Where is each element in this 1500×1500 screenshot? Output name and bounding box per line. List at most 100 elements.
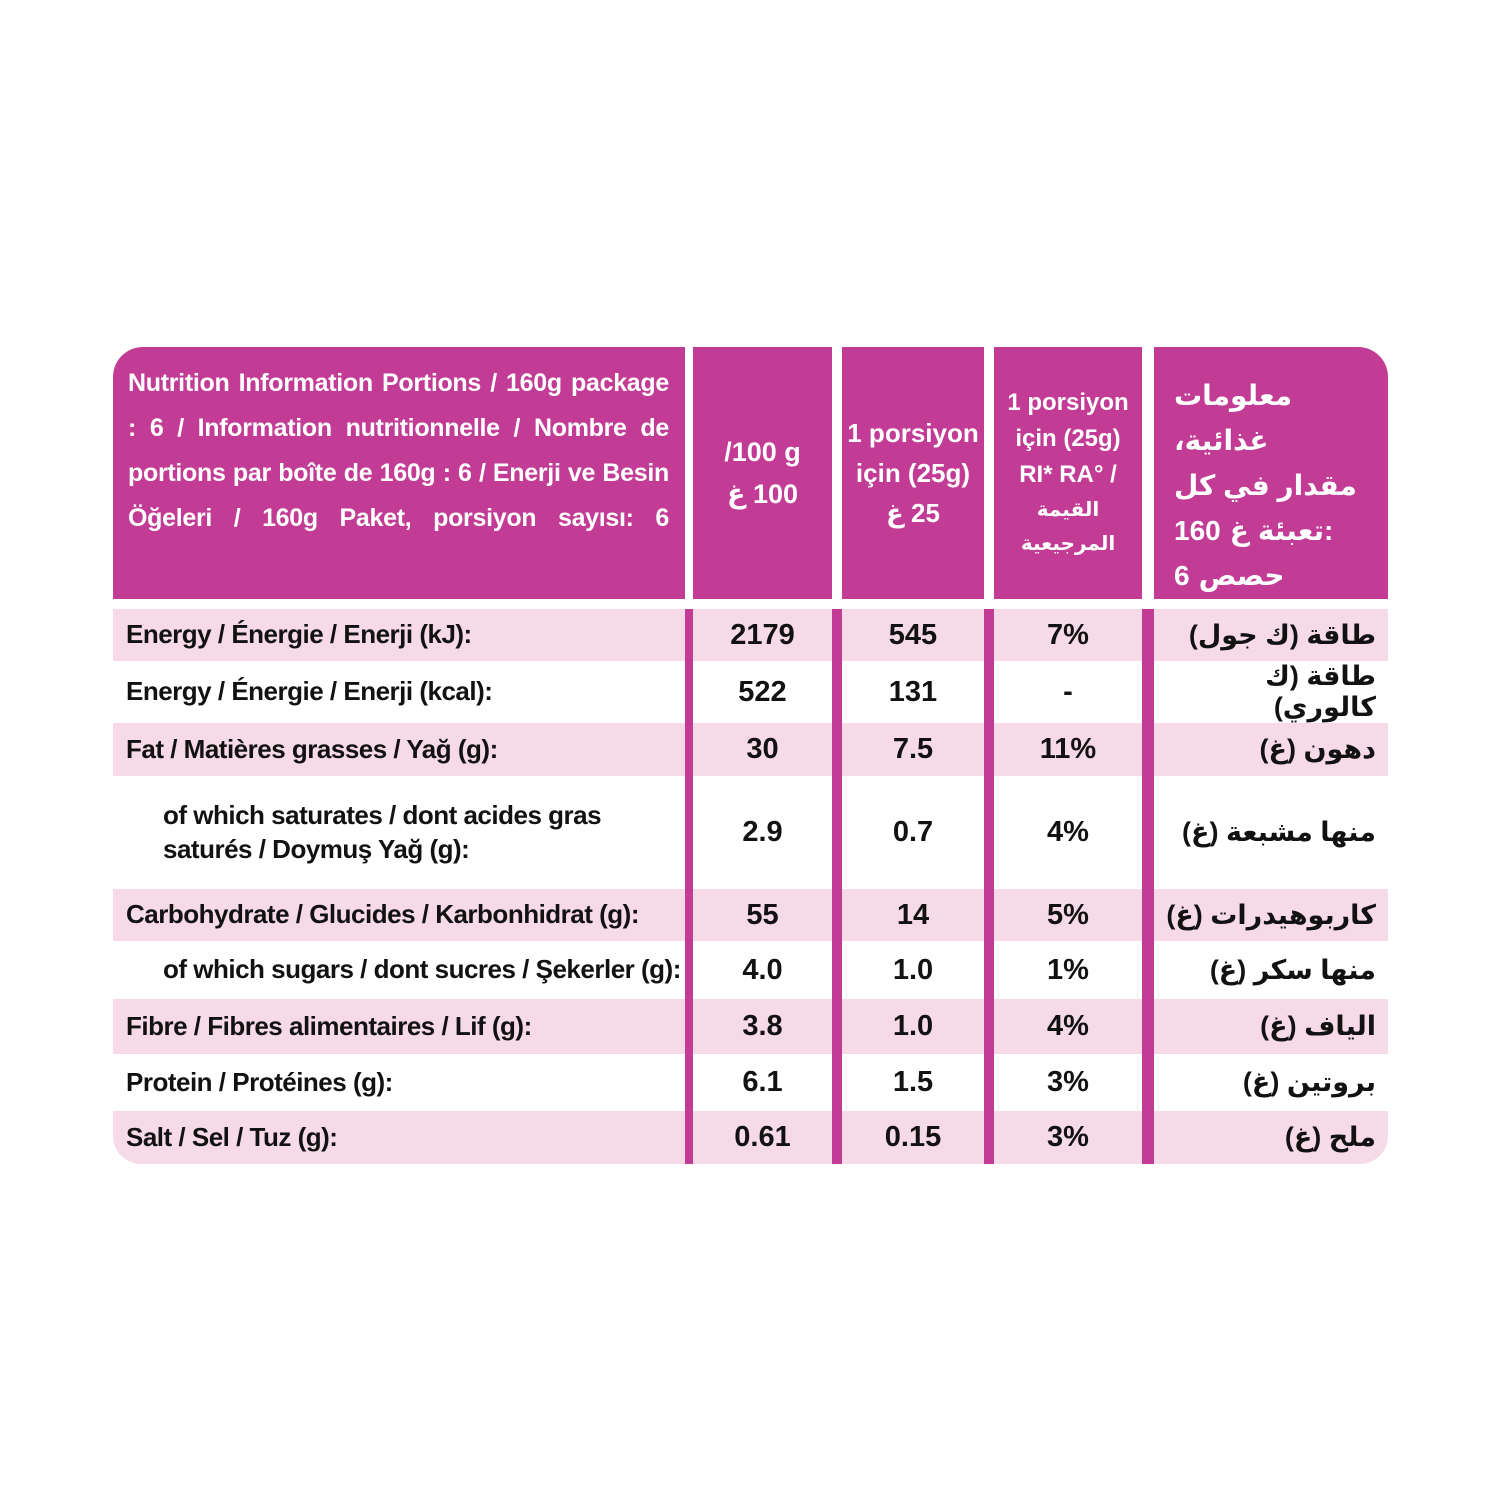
column-divider	[832, 1111, 842, 1164]
column-divider	[984, 723, 994, 776]
header-per-100g-line: /100 g	[724, 437, 801, 467]
nutrient-label: of which sugars / dont sucres / Şekerler…	[163, 954, 681, 985]
header-per-100g-arabic: 100 غ	[726, 479, 798, 509]
column-divider	[1142, 999, 1154, 1054]
nutrient-label-arabic: طاقة (ك جول)	[1154, 609, 1388, 661]
header-col-per-portion: 1 porsiyon için (25g) 25 غ	[842, 347, 984, 599]
arabic-title-token: 6	[1174, 560, 1190, 591]
header-divider	[984, 347, 994, 599]
value-per-portion: 0.15	[842, 1111, 984, 1164]
column-divider	[832, 889, 842, 941]
value-per-portion: 1.0	[892, 953, 934, 986]
value-per-portion: 1.5	[892, 1066, 934, 1098]
value-per-100g: 0.61	[693, 1111, 832, 1164]
nutrition-row-protein: Protein / Protéines (g): 6.1 1.5 3% بروت…	[113, 1054, 1388, 1111]
column-divider	[685, 661, 693, 723]
column-divider	[984, 1111, 994, 1164]
column-divider	[1142, 941, 1154, 999]
header-ri-arabic: القيمة المرجيعية	[1020, 499, 1116, 555]
nutrient-label: Fat / Matières grasses / Yağ (g):	[113, 723, 685, 776]
nutrient-label: of which saturates / dont acides gras sa…	[163, 799, 602, 864]
header-ri-line: 1 porsiyon	[1007, 389, 1129, 416]
column-divider	[832, 941, 842, 999]
column-divider	[984, 941, 994, 999]
column-divider	[832, 776, 842, 889]
column-divider	[685, 609, 693, 661]
column-divider	[685, 941, 693, 999]
column-divider	[1142, 609, 1154, 661]
nutrient-label-arabic: بروتين (غ)	[1242, 1067, 1376, 1097]
header-divider	[685, 347, 693, 599]
value-per-100g: 2.9	[742, 816, 783, 848]
nutrient-label-arabic: منها مشبعة (غ)	[1182, 817, 1376, 847]
nutrient-label-arabic: ملح (غ)	[1154, 1111, 1388, 1164]
column-divider	[685, 889, 693, 941]
value-per-portion: 14	[842, 889, 984, 941]
header-divider	[1142, 347, 1154, 599]
column-divider	[1142, 1054, 1154, 1111]
value-per-portion: 131	[888, 675, 938, 708]
nutrition-row-carbohydrate: Carbohydrate / Glucides / Karbonhidrat (…	[113, 889, 1388, 941]
column-divider	[832, 723, 842, 776]
value-per-100g: 6.1	[742, 1066, 783, 1098]
header-ri-line: için (25g)	[1015, 425, 1121, 452]
nutrition-table: Nutrition Information Portions / 160g pa…	[113, 347, 1388, 1164]
nutrition-row-energy-kcal: Energy / Énergie / Enerji (kcal): 522 13…	[113, 661, 1388, 723]
nutrient-label: Protein / Protéines (g):	[126, 1066, 393, 1097]
column-divider	[984, 776, 994, 889]
value-ri-percent: 1%	[1047, 953, 1089, 986]
arabic-title-token: غ	[1229, 515, 1249, 546]
column-divider	[1142, 1111, 1154, 1164]
column-divider	[984, 999, 994, 1054]
value-ri-percent: 3%	[994, 1111, 1142, 1164]
header-portion-line: 1 porsiyon	[847, 418, 979, 448]
arabic-title-line: 6 حصص	[1174, 553, 1378, 598]
header-ri-line: RI* RA° /	[1019, 461, 1117, 488]
arabic-title-token: 160	[1174, 515, 1221, 546]
value-ri-percent: 11%	[994, 723, 1142, 776]
value-per-100g: 2179	[693, 609, 832, 661]
column-divider	[1142, 723, 1154, 776]
value-ri-percent: 7%	[994, 609, 1142, 661]
nutrition-row-fat: Fat / Matières grasses / Yağ (g): 30 7.5…	[113, 723, 1388, 776]
nutrition-row-fibre: Fibre / Fibres alimentaires / Lif (g): 3…	[113, 999, 1388, 1054]
value-per-portion: 545	[842, 609, 984, 661]
value-per-portion: 7.5	[842, 723, 984, 776]
value-per-100g: 3.8	[693, 999, 832, 1054]
column-divider	[1142, 776, 1154, 889]
nutrient-label: Fibre / Fibres alimentaires / Lif (g):	[113, 999, 685, 1054]
value-per-100g: 55	[693, 889, 832, 941]
column-divider	[1142, 889, 1154, 941]
header-divider	[832, 347, 842, 599]
nutrient-label: Carbohydrate / Glucides / Karbonhidrat (…	[113, 889, 685, 941]
nutrient-label-arabic: الياف (غ)	[1154, 999, 1388, 1054]
nutrient-label-arabic: دهون (غ)	[1154, 723, 1388, 776]
value-per-100g: 4.0	[742, 953, 783, 986]
nutrient-label: Energy / Énergie / Enerji (kcal):	[126, 676, 493, 707]
arabic-title-line: مقدار في كل	[1174, 470, 1357, 501]
arabic-title-token: حصص	[1198, 560, 1285, 591]
column-divider	[832, 999, 842, 1054]
arabic-title-line: 160 غ تعبئة:	[1174, 508, 1378, 553]
arabic-title-token: تعبئة:	[1257, 515, 1334, 546]
table-body: Energy / Énergie / Enerji (kJ): 2179 545…	[113, 609, 1388, 1164]
header-portion-arabic: 25 غ	[886, 498, 940, 528]
nutrient-label-arabic: منها سكر (غ)	[1209, 954, 1376, 985]
nutrient-label-arabic: كاربوهيدرات (غ)	[1154, 889, 1388, 941]
nutrition-row-salt: Salt / Sel / Tuz (g): 0.61 0.15 3% ملح (…	[113, 1111, 1388, 1164]
column-divider	[685, 999, 693, 1054]
column-divider	[832, 1054, 842, 1111]
column-divider	[984, 609, 994, 661]
column-divider	[1142, 661, 1154, 723]
value-ri-percent: 5%	[994, 889, 1142, 941]
arabic-title-line: معلومات غذائية،	[1174, 380, 1293, 456]
value-ri-percent: 4%	[994, 999, 1142, 1054]
value-per-portion: 0.7	[892, 816, 934, 848]
header-col-arabic-title: معلومات غذائية، مقدار في كل 160 غ تعبئة:…	[1154, 347, 1388, 599]
column-divider	[984, 889, 994, 941]
column-divider	[984, 1054, 994, 1111]
column-divider	[685, 1111, 693, 1164]
header-portion-line: için (25g)	[855, 458, 971, 488]
header-col-per-100g: /100 g 100 غ	[693, 347, 832, 599]
column-divider	[685, 723, 693, 776]
